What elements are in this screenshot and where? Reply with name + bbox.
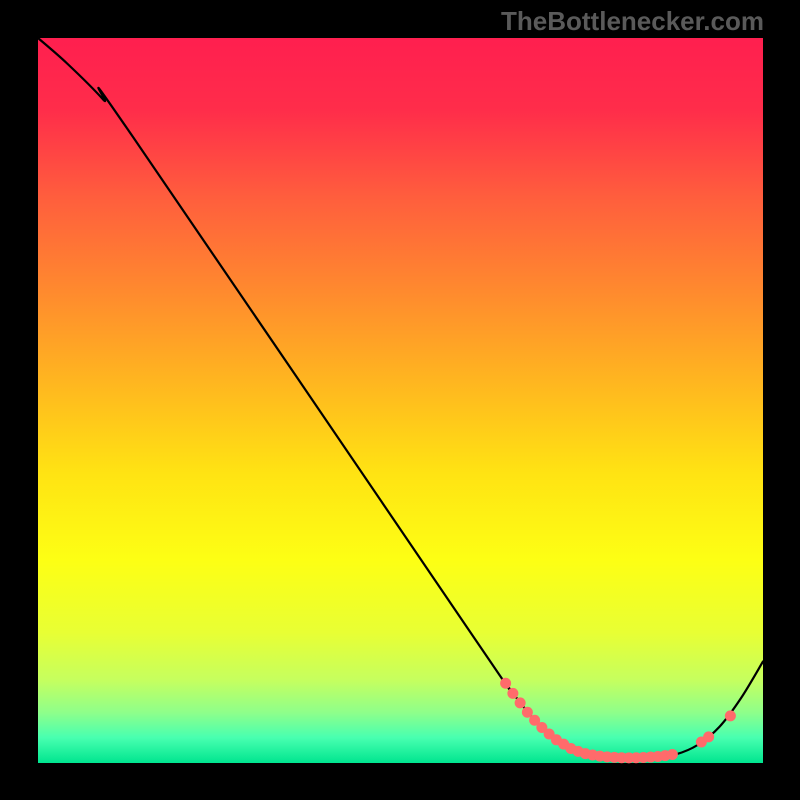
data-marker (703, 731, 714, 742)
performance-curve (38, 38, 763, 758)
data-marker (500, 678, 511, 689)
data-marker (667, 749, 678, 760)
watermark-text: TheBottlenecker.com (501, 6, 764, 37)
data-marker (725, 710, 736, 721)
data-marker (515, 697, 526, 708)
chart-overlay (0, 0, 800, 800)
chart-root: TheBottlenecker.com (0, 0, 800, 800)
data-marker (507, 688, 518, 699)
